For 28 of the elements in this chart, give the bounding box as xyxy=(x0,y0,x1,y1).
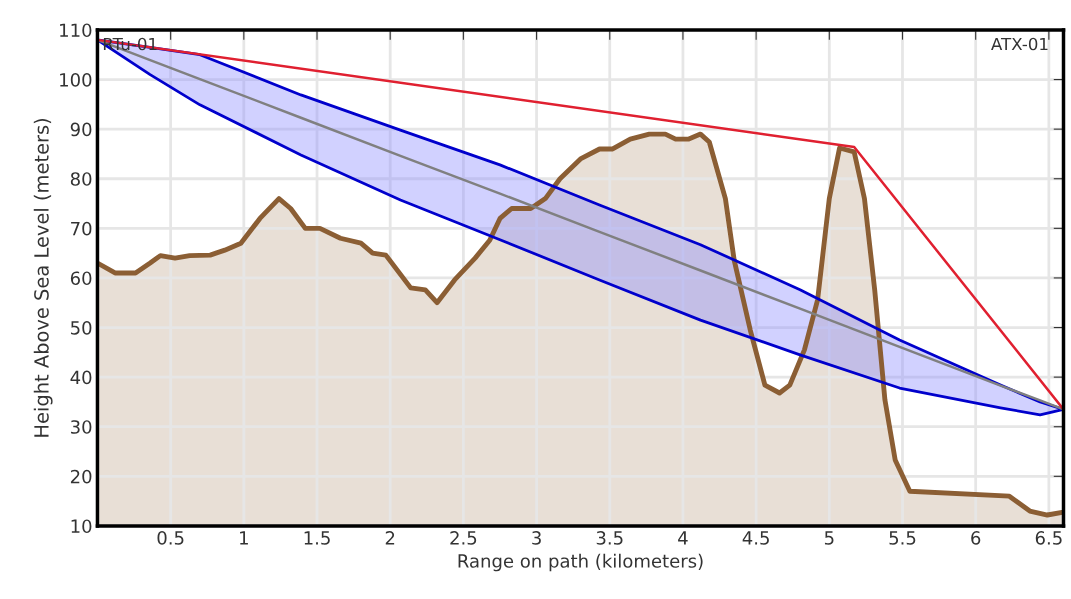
x-tick-label: 2 xyxy=(385,531,395,545)
y-tick-label: 30 xyxy=(71,420,92,434)
x-tick-label: 1.5 xyxy=(304,531,330,545)
y-tick-label: 10 xyxy=(71,519,92,534)
y-tick-label: 100 xyxy=(60,73,92,87)
x-tick-label: 0.5 xyxy=(157,531,184,545)
y-tick-label: 90 xyxy=(70,122,92,137)
x-tick-label: 4 xyxy=(678,531,688,545)
x-tick-label: 1 xyxy=(240,531,248,545)
y-tick-label: 40 xyxy=(70,370,92,385)
x-tick-label: 3.5 xyxy=(596,531,623,545)
y-tick-label: 80 xyxy=(70,172,92,186)
x-axis-title: Range on path (kilometers) xyxy=(458,553,703,572)
x-tick-label: 5 xyxy=(824,531,834,545)
x-tick-label: 2.5 xyxy=(450,531,477,545)
x-tick-label: 4.5 xyxy=(742,531,769,545)
annotation: ATX-01 xyxy=(991,37,1048,51)
y-tick-label: 70 xyxy=(71,221,92,236)
y-tick-label: 110 xyxy=(60,23,92,38)
y-axis-title: Height Above Sea Level (meters) xyxy=(33,118,53,437)
y-tick-label: 50 xyxy=(71,320,92,335)
annotation: RTu-01 xyxy=(103,37,157,51)
y-tick-label: 20 xyxy=(70,469,92,484)
y-tick-label: 60 xyxy=(70,271,92,286)
x-tick-label: 5.5 xyxy=(889,531,916,545)
x-tick-label: 3 xyxy=(532,531,541,545)
x-tick-label: 6 xyxy=(971,531,981,545)
x-tick-label: 6.5 xyxy=(1035,531,1062,545)
